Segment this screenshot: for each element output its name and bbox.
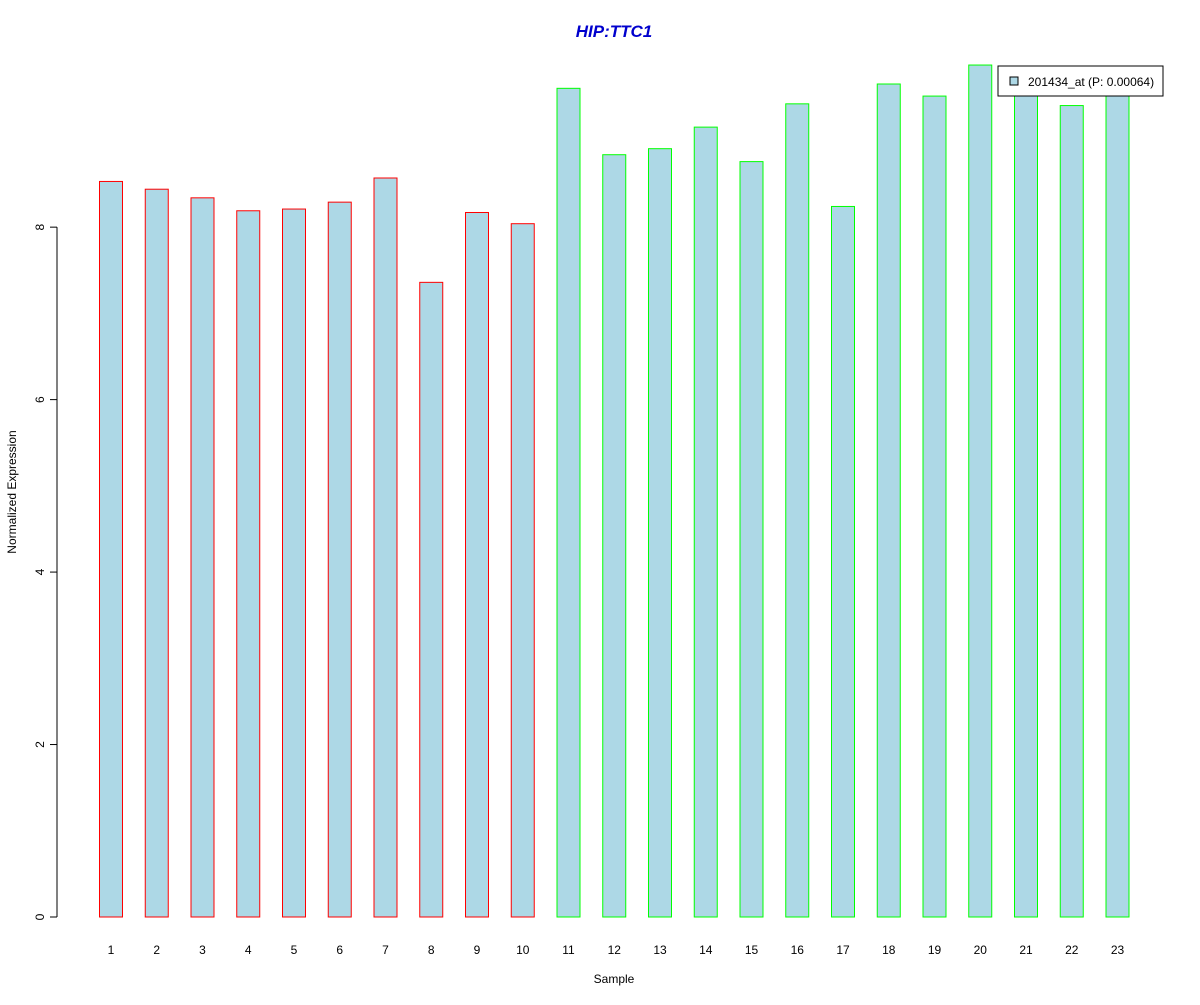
x-tick-label: 3 [199, 943, 206, 957]
bar [922, 95, 947, 918]
bar [144, 188, 169, 918]
bar [968, 64, 993, 918]
x-tick-label: 20 [974, 943, 988, 957]
bar [327, 201, 352, 918]
x-tick-label: 11 [562, 943, 575, 957]
x-tick-label: 4 [245, 943, 252, 957]
x-tick-label: 19 [928, 943, 942, 957]
y-axis-label: Normalized Expression [5, 430, 19, 553]
x-tick-label: 6 [336, 943, 343, 957]
x-tick-labels: 1 2 3 4 5 6 7 8 9 10 11 12 13 14 15 16 17 18 19 20 21 22 23 [108, 943, 1125, 957]
x-tick-label: 9 [474, 943, 481, 957]
bar [556, 87, 581, 918]
legend-label: 201434_at (P: 0.00064) [1028, 75, 1154, 89]
bar [373, 177, 398, 918]
bar [876, 83, 901, 918]
x-tick-label: 22 [1065, 943, 1079, 957]
x-tick-label: 18 [882, 943, 896, 957]
x-tick-label: 14 [699, 943, 713, 957]
bar [1105, 93, 1130, 918]
bar [602, 154, 627, 918]
x-tick-label: 12 [608, 943, 622, 957]
x-tick-label: 23 [1111, 943, 1125, 957]
y-tick-label: 2 [33, 741, 47, 748]
bar [1014, 93, 1038, 918]
y-tick-label: 8 [33, 223, 47, 230]
y-tick-label: 0 [33, 913, 47, 920]
y-tick-label: 6 [33, 396, 47, 403]
bar [465, 211, 489, 918]
bars-group [99, 64, 1130, 918]
x-tick-label: 5 [291, 943, 298, 957]
bar [785, 103, 810, 918]
bar [648, 148, 672, 918]
legend-swatch [1009, 76, 1019, 86]
y-axis: 0 2 4 6 8 [33, 223, 58, 920]
x-tick-label: 8 [428, 943, 435, 957]
bar [99, 180, 123, 918]
x-tick-label: 17 [836, 943, 850, 957]
legend-box [997, 65, 1164, 97]
bar [236, 210, 261, 918]
bar [831, 205, 855, 918]
y-tick-label: 4 [33, 568, 47, 575]
bar [739, 161, 764, 918]
bar [190, 197, 215, 918]
bar [419, 281, 444, 918]
x-axis-label: Sample [594, 972, 635, 986]
legend: 201434_at (P: 0.00064) [997, 65, 1164, 97]
x-tick-label: 7 [382, 943, 389, 957]
x-tick-label: 21 [1019, 943, 1033, 957]
x-tick-label: 1 [108, 943, 115, 957]
x-tick-label: 10 [516, 943, 530, 957]
bar [1059, 105, 1084, 918]
chart-title: HIP:TTC1 [576, 22, 653, 41]
bar [510, 223, 535, 918]
bar [693, 126, 718, 918]
x-tick-label: 13 [653, 943, 667, 957]
x-tick-label: 16 [791, 943, 805, 957]
x-tick-label: 15 [745, 943, 759, 957]
x-tick-label: 2 [153, 943, 160, 957]
bar [282, 208, 306, 918]
